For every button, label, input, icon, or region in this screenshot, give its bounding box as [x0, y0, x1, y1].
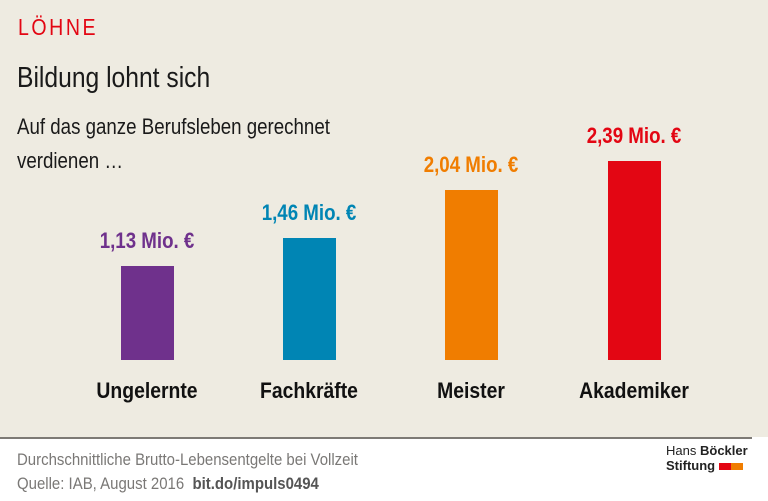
category-label: Ungelernte: [96, 378, 198, 403]
subtitle-line-2: verdienen …: [17, 148, 124, 173]
bar-1: [283, 238, 336, 360]
bar-3: [608, 161, 661, 360]
value-label: 2,39 Mio. €: [586, 123, 682, 148]
footer-note: Durchschnittliche Brutto-Lebensentgelte …: [17, 450, 358, 469]
value-label: 1,46 Mio. €: [261, 200, 357, 226]
category-label: Akademiker: [579, 378, 689, 403]
value-label: 1,13 Mio. €: [99, 227, 195, 253]
footer-source: Quelle: IAB, August 2016 bit.do/impuls04…: [17, 474, 319, 494]
hans-boeckler-logo: Hans Böckler Stiftung: [666, 443, 748, 473]
bar-2: [445, 190, 498, 360]
logo-square-red: [718, 463, 731, 471]
category-label: Meister: [437, 378, 505, 403]
subtitle-line-1: Auf das ganze Berufsleben gerechnet: [17, 114, 330, 139]
divider: [0, 437, 752, 439]
value-label: 2,04 Mio. €: [423, 152, 519, 178]
source-text: Quelle: IAB, August 2016: [17, 474, 185, 493]
kicker: LÖHNE: [18, 14, 99, 40]
chart-title: Bildung lohnt sich: [17, 62, 211, 94]
bar-0: [121, 265, 174, 360]
category-label: Fachkräfte: [260, 378, 358, 403]
logo-square-orange: [730, 463, 743, 471]
source-link[interactable]: bit.do/impuls0494: [192, 474, 319, 493]
